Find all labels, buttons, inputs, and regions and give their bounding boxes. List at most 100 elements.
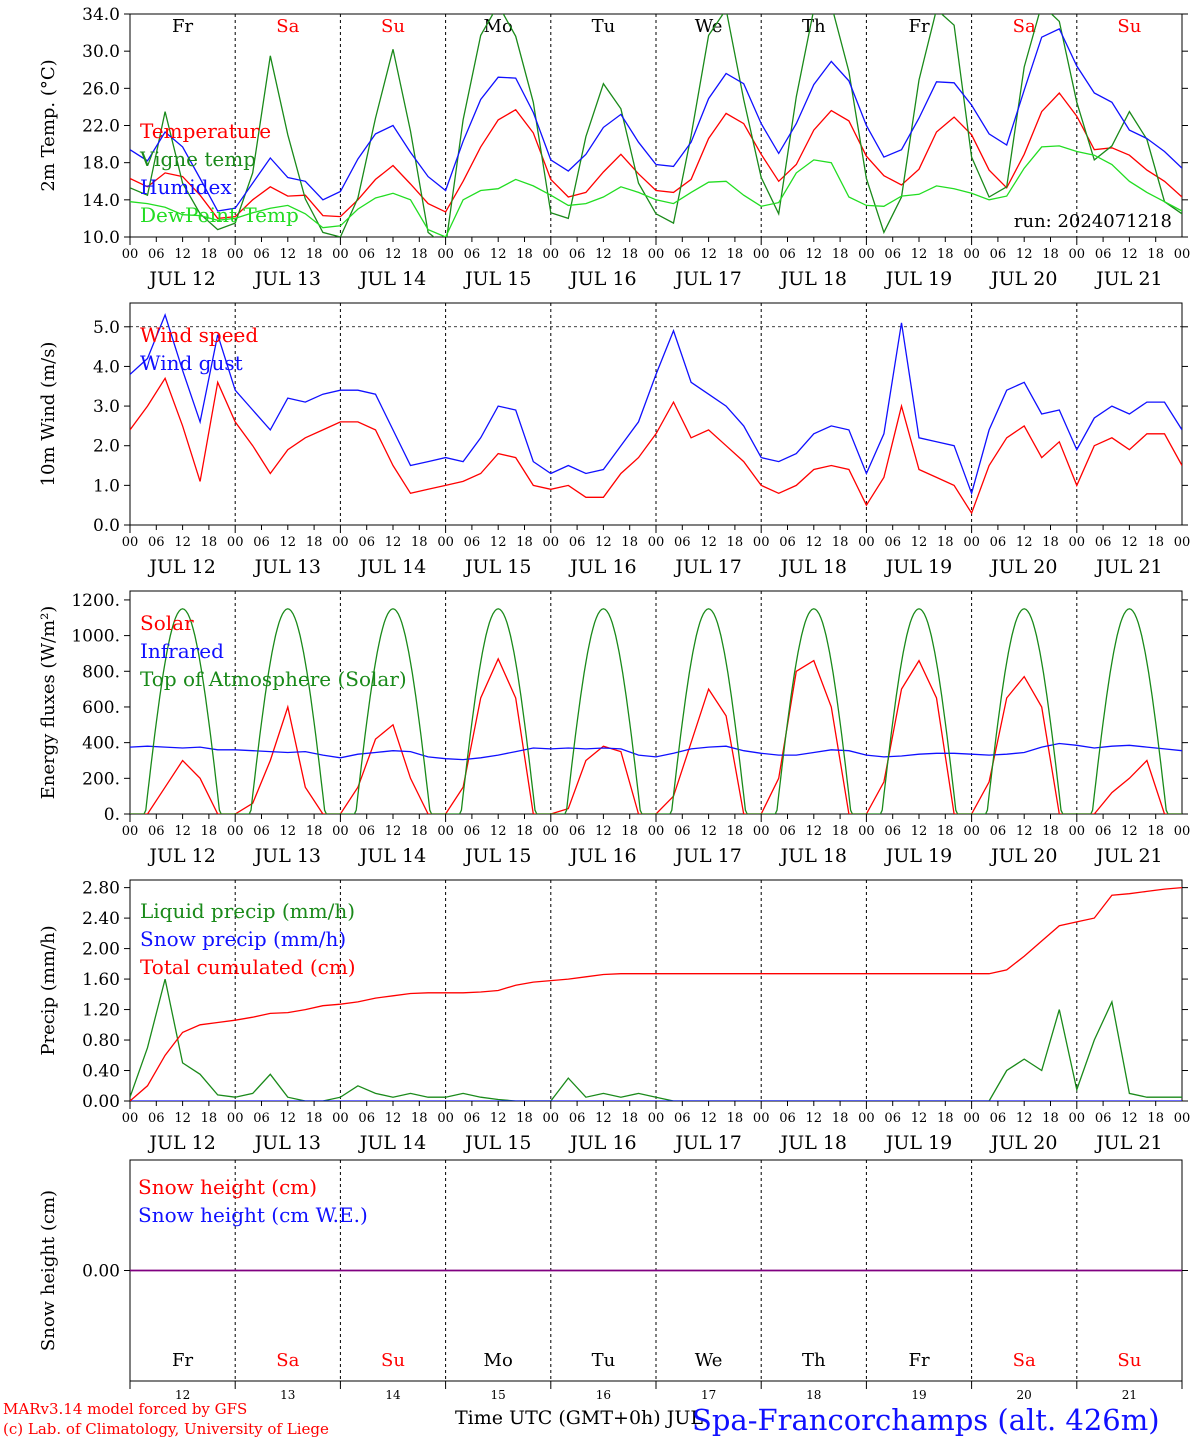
date-label: JUL 21	[1094, 556, 1162, 578]
hour-label: 12	[1121, 1111, 1138, 1126]
hour-label: 12	[700, 1111, 717, 1126]
hour-label: 18	[621, 535, 638, 550]
hour-label: 12	[911, 824, 928, 839]
hour-label: 18	[727, 1111, 744, 1126]
date-label: JUL 16	[568, 268, 636, 290]
y-tick-label: 0.40	[82, 1062, 120, 1082]
y-tick-label: 2.0	[93, 437, 120, 457]
hour-label: 18	[1042, 535, 1059, 550]
hour-label: 18	[411, 247, 428, 262]
hour-label: 12	[174, 824, 191, 839]
hour-label: 12	[1121, 247, 1138, 262]
hour-label: 06	[253, 824, 270, 839]
footer-credit-line1: MARv3.14 model forced by GFS	[3, 1400, 247, 1418]
series-group	[130, 14, 1182, 237]
hour-label: 00	[753, 824, 770, 839]
hour-label: 06	[1095, 535, 1112, 550]
hour-label: 00	[858, 824, 875, 839]
y-tick-label: 18.0	[82, 154, 120, 174]
legend-entry: Wind speed	[140, 323, 258, 347]
y-tick-label: 0.00	[82, 1262, 120, 1282]
series-line-infrared	[130, 742, 1182, 761]
day-number: 17	[701, 1388, 716, 1402]
hour-label: 12	[806, 824, 823, 839]
day-name: Tu	[592, 16, 616, 37]
hour-label: 18	[411, 535, 428, 550]
hour-label: 06	[464, 1111, 481, 1126]
day-name: Fr	[908, 1350, 929, 1371]
hour-label: 12	[806, 535, 823, 550]
date-label: JUL 17	[673, 1132, 741, 1154]
legend-entry: Humidex	[140, 175, 232, 199]
hour-label: 18	[1042, 824, 1059, 839]
hour-label: 18	[832, 535, 849, 550]
hour-label: 06	[990, 824, 1007, 839]
hour-label: 12	[1016, 247, 1033, 262]
hour-label: 00	[963, 1111, 980, 1126]
hour-label: 00	[122, 247, 139, 262]
hour-label: 00	[648, 535, 665, 550]
day-name: Su	[1117, 16, 1141, 37]
hour-label: 06	[1095, 247, 1112, 262]
hour-label: 18	[411, 1111, 428, 1126]
day-number: 20	[1017, 1388, 1032, 1402]
y-tick-label: 0.	[104, 805, 120, 825]
hour-label: 00	[858, 1111, 875, 1126]
hour-label: 06	[148, 824, 165, 839]
hour-label: 12	[1121, 824, 1138, 839]
hour-label: 00	[648, 247, 665, 262]
hour-label: 18	[621, 247, 638, 262]
hour-label: 06	[990, 247, 1007, 262]
hour-label: 06	[253, 247, 270, 262]
date-label: JUL 12	[147, 268, 215, 290]
y-tick-label: 4.0	[93, 357, 120, 377]
day-number: 19	[911, 1388, 926, 1402]
day-name: Th	[802, 1350, 826, 1371]
day-name: Su	[381, 16, 405, 37]
series-line-total-cumulated-cm-	[130, 886, 1182, 1101]
hour-label: 06	[148, 1111, 165, 1126]
date-label: JUL 12	[147, 845, 215, 867]
day-name: Sa	[276, 1350, 299, 1371]
hour-label: 18	[306, 1111, 323, 1126]
hour-label: 12	[700, 824, 717, 839]
station-name: Spa-Francorchamps (alt. 426m)	[692, 1403, 1160, 1437]
hour-label: 00	[227, 1111, 244, 1126]
date-label: JUL 19	[884, 845, 952, 867]
hour-label: 00	[122, 1111, 139, 1126]
legend-entry: Infrared	[140, 639, 224, 663]
plot-frame	[129, 590, 1183, 815]
hour-label: 00	[858, 247, 875, 262]
hour-label: 12	[385, 1111, 402, 1126]
hour-label: 06	[884, 824, 901, 839]
hour-label: 06	[464, 824, 481, 839]
legend-entry: Solar	[140, 611, 194, 635]
hour-label: 18	[937, 1111, 954, 1126]
date-label: JUL 14	[358, 1132, 426, 1154]
hour-label: 18	[1147, 1111, 1164, 1126]
hour-label: 00	[1174, 824, 1191, 839]
day-number: 13	[280, 1388, 295, 1402]
y-tick-label: 3.0	[93, 397, 120, 417]
day-number: 18	[806, 1388, 821, 1402]
date-label: JUL 19	[884, 556, 952, 578]
hour-label: 06	[779, 535, 796, 550]
hour-label: 06	[464, 247, 481, 262]
hour-label: 12	[1016, 1111, 1033, 1126]
hour-label: 06	[253, 535, 270, 550]
hour-label: 06	[779, 247, 796, 262]
date-label: JUL 17	[673, 268, 741, 290]
hour-label: 12	[1016, 535, 1033, 550]
hour-label: 06	[148, 247, 165, 262]
date-label: JUL 13	[253, 845, 321, 867]
series-line-wind-speed	[130, 376, 1182, 515]
panel-3: 0. 200. 400. 600. 800. 1000. 1200. Energy fluxe…	[38, 590, 1191, 867]
legend-entry: Temperature	[140, 119, 271, 143]
hour-label: 06	[779, 824, 796, 839]
date-label: JUL 18	[779, 556, 847, 578]
legend-entry: Vigne temp	[139, 147, 256, 171]
date-label: JUL 13	[253, 556, 321, 578]
x-axis-title: Time UTC (GMT+0h) JUL	[455, 1407, 703, 1429]
series-line-humidex	[130, 28, 1182, 212]
legend-entry: Total cumulated (cm)	[140, 955, 356, 979]
